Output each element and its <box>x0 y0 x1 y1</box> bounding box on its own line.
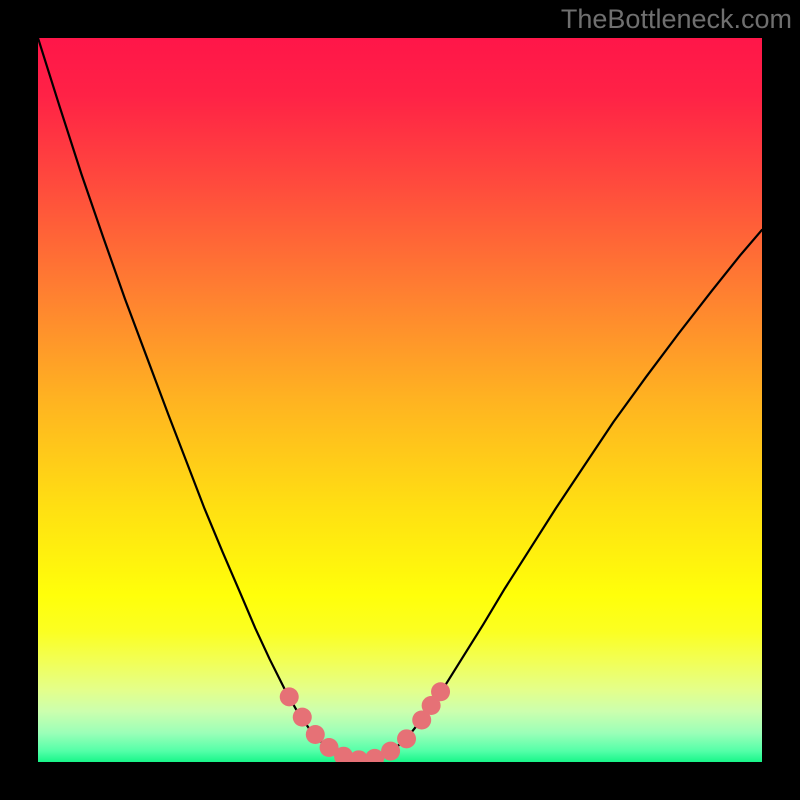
highlight-marker <box>293 708 312 727</box>
highlight-marker <box>280 687 299 706</box>
plot-area <box>38 38 762 762</box>
chart-canvas: TheBottleneck.com <box>0 0 800 800</box>
highlight-marker <box>431 682 450 701</box>
highlight-marker <box>397 729 416 748</box>
highlight-marker <box>306 725 325 744</box>
bottleneck-curve-chart <box>38 38 762 762</box>
highlight-marker <box>381 742 400 761</box>
watermark-text: TheBottleneck.com <box>561 4 792 35</box>
gradient-background <box>38 38 762 762</box>
